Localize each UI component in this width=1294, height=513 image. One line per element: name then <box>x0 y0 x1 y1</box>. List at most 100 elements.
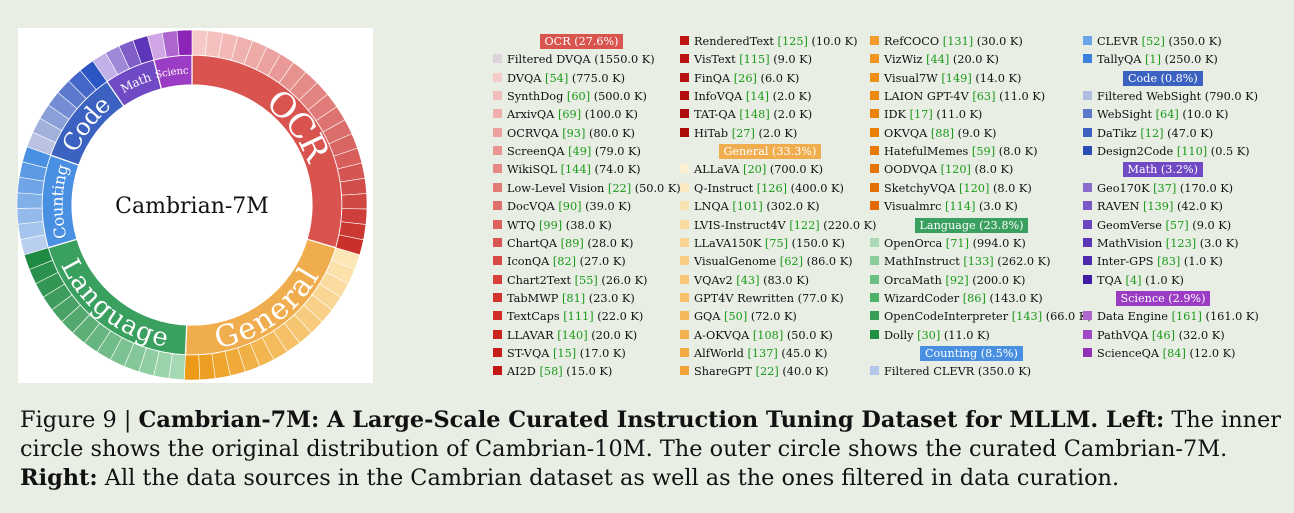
legend-item-size: (11.0 K) <box>943 328 990 342</box>
legend-item-size: (9.0 K) <box>957 126 997 140</box>
legend-item-size: (0.5 K) <box>1210 145 1250 159</box>
legend-item-size: (350.0 K) <box>977 365 1032 379</box>
legend-item-size: (80.0 K) <box>588 126 635 140</box>
legend-item-name: Visual7W <box>884 71 942 85</box>
legend-item: HiTab [27] (2.0 K) <box>680 125 797 142</box>
legend-swatch <box>1083 347 1092 357</box>
legend-swatch <box>1083 109 1092 119</box>
legend-item: Filtered WebSight (790.0 K) <box>1083 88 1258 105</box>
legend-item: AlfWorld [137] (45.0 K) <box>680 345 827 362</box>
legend-header-math: Math (3.2%) <box>1122 162 1204 178</box>
legend-item-citation: [111] <box>563 310 598 324</box>
legend-item: ScienceQA [84] (12.0 K) <box>1083 345 1235 362</box>
legend-item: Visual7W [149] (14.0 K) <box>870 70 1021 87</box>
legend-item-citation: [71] <box>945 236 973 250</box>
legend-item-name: HatefulMemes <box>884 145 972 159</box>
legend-swatch <box>1083 237 1092 247</box>
legend-swatch <box>680 127 689 137</box>
legend-item: GQA [50] (72.0 K) <box>680 308 797 325</box>
legend-item: IconQA [82] (27.0 K) <box>493 253 626 270</box>
legend-header-general: General (33.3%) <box>718 144 822 160</box>
legend-item-name: PathVQA <box>1097 328 1152 342</box>
legend-item-size: (66.0 K) <box>1045 310 1092 324</box>
legend-swatch <box>680 164 689 174</box>
legend-item-citation: [58] <box>539 365 567 379</box>
legend-swatch <box>1083 182 1092 192</box>
legend-item-citation: [114] <box>945 200 979 214</box>
legend-swatch <box>870 329 879 339</box>
legend-item-citation: [54] <box>545 71 572 85</box>
legend-item: FinQA [26] (6.0 K) <box>680 70 799 87</box>
legend-swatch <box>493 237 502 247</box>
legend-item-name: Visualmrc <box>884 200 946 214</box>
legend-item-name: TextCaps <box>507 310 564 324</box>
legend-item: SketchyVQA [120] (8.0 K) <box>870 180 1032 197</box>
legend-item-size: (47.0 K) <box>1167 126 1214 140</box>
legend-item-citation: [60] <box>566 90 594 104</box>
legend-item-name: LLaVA150K <box>694 236 765 250</box>
legend-item-size: (8.0 K) <box>998 145 1038 159</box>
legend-item-size: (350.0 K) <box>1168 35 1222 48</box>
legend-item-name: RAVEN <box>1097 200 1143 214</box>
legend-item-name: ALLaVA <box>694 163 744 177</box>
legend-item-name: LNQA <box>694 200 733 214</box>
legend-item-name: Chart2Text <box>507 273 575 287</box>
legend-swatch <box>680 292 689 302</box>
legend-item-size: (8.0 K) <box>974 163 1014 177</box>
legend-item: Design2Code [110] (0.5 K) <box>1083 143 1250 160</box>
legend-item: Inter-GPS [83] (1.0 K) <box>1083 253 1223 270</box>
legend-swatch <box>680 182 689 192</box>
legend-item-name: WikiSQL <box>507 163 561 177</box>
legend-swatch <box>680 36 689 45</box>
legend-item-size: (28.0 K) <box>587 236 634 250</box>
legend-item-name: WTQ <box>507 218 539 232</box>
legend-item-name: ScienceQA <box>1097 346 1163 360</box>
legend-swatch <box>680 311 689 321</box>
legend-item-size: (17.0 K) <box>579 346 626 360</box>
legend-item: GeomVerse [57] (9.0 K) <box>1083 217 1231 234</box>
legend-item-citation: [69] <box>557 108 585 122</box>
legend-item-name: RefCOCO <box>884 35 943 48</box>
legend-item-size: (74.0 K) <box>594 163 641 177</box>
legend-item-size: (86.0 K) <box>806 255 853 269</box>
legend-item-name: DVQA <box>507 71 546 85</box>
legend-header-counting: Counting (8.5%) <box>920 345 1023 361</box>
caption-left-label: Left: <box>1098 407 1165 433</box>
legend-item-name: A-OKVQA <box>694 328 753 342</box>
legend-item-citation: [122] <box>789 218 824 232</box>
legend-item-name: OODVQA <box>884 163 941 177</box>
legend-item-size: (39.0 K) <box>585 200 632 214</box>
legend-item: Visualmrc [114] (3.0 K) <box>870 198 1018 215</box>
legend: OCR (27.6%) Filtered DVQA (1550.0 K) DVQA … <box>493 33 1259 379</box>
legend-swatch <box>680 91 689 101</box>
legend-item-name: FinQA <box>694 71 734 85</box>
legend-item-citation: [12] <box>1140 126 1168 140</box>
legend-item-name: VQAv2 <box>694 273 737 287</box>
legend-item-name: CLEVR <box>1097 35 1142 48</box>
legend-item: TallyQA [1] (250.0 K) <box>1083 51 1218 68</box>
legend-item: LLAVAR [140] (20.0 K) <box>493 327 637 344</box>
legend-item: CLEVR [52] (350.0 K) <box>1083 33 1222 50</box>
caption-title: Cambrian-7M: A Large-Scale Curated Instr… <box>138 407 1099 433</box>
legend-item-name: AlfWorld <box>694 346 748 360</box>
legend-swatch <box>870 54 879 64</box>
legend-swatch <box>493 201 502 211</box>
legend-item-size: (12.0 K) <box>1189 346 1236 360</box>
legend-header-ocr: OCR (27.6%) <box>539 34 624 49</box>
legend-swatch <box>1083 329 1092 339</box>
legend-swatch <box>493 54 502 64</box>
legend-item: PathVQA [46] (32.0 K) <box>1083 327 1225 344</box>
legend-item-name: TabMWP <box>507 291 562 305</box>
legend-swatch <box>1083 219 1092 229</box>
legend-item-size: (250.0 K) <box>1164 53 1218 67</box>
legend-swatch <box>1083 91 1092 101</box>
legend-swatch <box>680 329 689 339</box>
legend-item-citation: [120] <box>940 163 975 177</box>
legend-swatch <box>680 219 689 229</box>
legend-item: HatefulMemes [59] (8.0 K) <box>870 143 1038 160</box>
legend-item-citation: [139] <box>1142 200 1177 214</box>
legend-item-name: Filtered DVQA <box>507 53 595 67</box>
legend-item: OCRVQA [93] (80.0 K) <box>493 125 635 142</box>
legend-item-size: (22.0 K) <box>597 310 644 324</box>
legend-item-size: (2.0 K) <box>772 90 812 104</box>
